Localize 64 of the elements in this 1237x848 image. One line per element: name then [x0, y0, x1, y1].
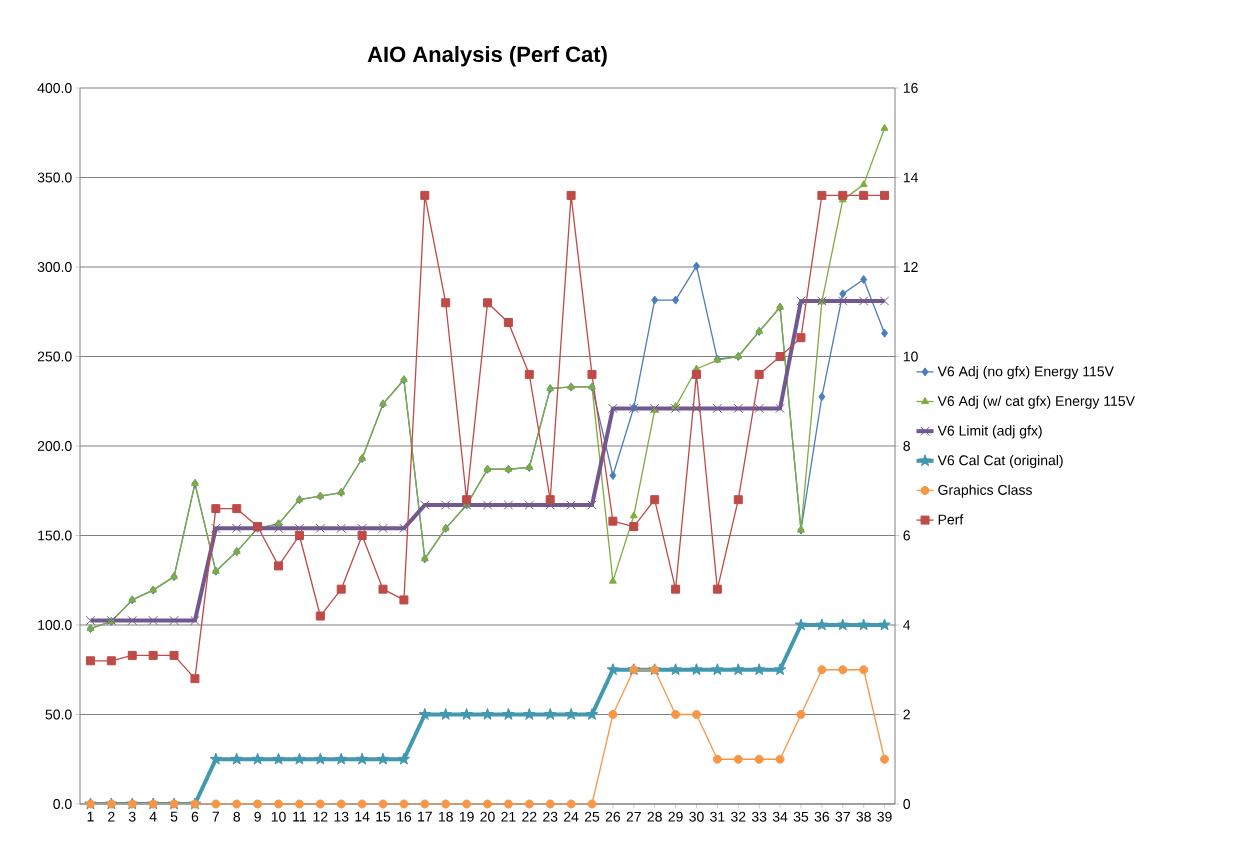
- y-tick-label: 0.0: [53, 799, 72, 809]
- x-tick-label: 8: [233, 811, 241, 822]
- x-tick-label: 19: [459, 811, 474, 822]
- x-tick-label: 5: [170, 811, 178, 822]
- x-tick-label: 29: [668, 811, 683, 822]
- x-tick-label: 20: [480, 811, 495, 822]
- legend-label: V6 Cal Cat (original): [937, 454, 1063, 469]
- x-tick-label: 17: [418, 811, 432, 822]
- x-tick-label: 31: [710, 811, 725, 822]
- x-tick-label: 10: [271, 811, 286, 822]
- x-tick-label: 18: [438, 811, 453, 822]
- y-tick-label: 100.0: [38, 620, 72, 630]
- x-tick-label: 36: [814, 811, 830, 822]
- x-tick-label: 37: [835, 811, 850, 822]
- x-tick-label: 34: [772, 811, 788, 822]
- x-tick-label: 14: [355, 811, 370, 822]
- legend-label: Graphics Class: [938, 484, 1032, 498]
- y-tick-label: 150.0: [38, 530, 72, 541]
- x-tick-label: 35: [793, 811, 809, 822]
- x-tick-label: 15: [376, 811, 391, 822]
- x-tick-label: 7: [212, 811, 220, 822]
- y2-tick-label: 4: [903, 620, 911, 630]
- x-tick-label: 4: [149, 811, 157, 822]
- x-tick-label: 1: [87, 811, 94, 822]
- legend-label: V6 Adj (no gfx) Energy 115V: [937, 366, 1114, 380]
- y-tick-label: 400.0: [37, 83, 72, 93]
- y2-tick-label: 14: [903, 172, 918, 183]
- x-tick-label: 32: [731, 811, 746, 822]
- x-tick-label: 9: [254, 811, 261, 822]
- y2-tick-label: 0: [903, 799, 911, 809]
- x-tick-label: 12: [313, 811, 328, 822]
- y2-tick-label: 10: [903, 351, 918, 362]
- x-tick-label: 22: [522, 811, 537, 822]
- y-tick-label: 300.0: [37, 262, 72, 272]
- x-tick-label: 3: [128, 811, 136, 822]
- legend-label: V6 Adj (w/ cat gfx) Energy 115V: [937, 395, 1135, 409]
- legend-label: Perf: [938, 514, 964, 525]
- y2-tick-label: 16: [903, 83, 918, 93]
- x-tick-label: 13: [334, 811, 349, 822]
- y-tick-label: 50.0: [45, 709, 72, 720]
- y-tick-label: 250.0: [37, 351, 72, 362]
- x-tick-label: 33: [751, 811, 767, 822]
- x-tick-label: 27: [626, 811, 641, 822]
- x-tick-label: 25: [584, 811, 600, 822]
- x-tick-label: 28: [647, 811, 662, 822]
- x-tick-label: 21: [501, 811, 516, 822]
- x-tick-label: 26: [605, 811, 621, 822]
- x-tick-label: 30: [689, 811, 704, 822]
- x-tick-label: 39: [877, 811, 892, 822]
- x-tick-label: 38: [856, 811, 871, 822]
- x-tick-label: 2: [108, 811, 115, 822]
- chart-title: AIO Analysis (Perf Cat): [367, 45, 607, 67]
- x-tick-label: 11: [293, 811, 307, 822]
- y2-tick-label: 12: [903, 262, 918, 272]
- y2-tick-label: 8: [903, 441, 910, 451]
- x-tick-label: 24: [564, 811, 579, 822]
- x-tick-label: 6: [191, 811, 199, 822]
- y2-tick-label: 6: [903, 530, 910, 541]
- x-tick-label: 23: [543, 811, 558, 822]
- y-tick-label: 200.0: [37, 441, 72, 451]
- x-tick-label: 16: [397, 811, 412, 822]
- y2-tick-label: 2: [903, 709, 910, 720]
- legend-label: V6 Limit (adj gfx): [937, 425, 1042, 439]
- y-tick-label: 350.0: [37, 172, 72, 183]
